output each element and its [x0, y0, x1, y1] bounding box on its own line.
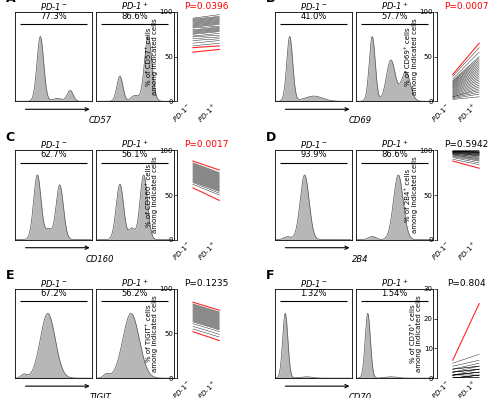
Text: 86.6%: 86.6% [122, 12, 148, 21]
Text: P=0.5942: P=0.5942 [444, 140, 488, 150]
Title: PD-1$^+$: PD-1$^+$ [381, 277, 408, 289]
Title: PD-1$^+$: PD-1$^+$ [381, 0, 408, 12]
Text: 56.2%: 56.2% [122, 289, 148, 298]
Text: 2B4: 2B4 [352, 255, 368, 264]
Text: F: F [266, 269, 274, 282]
Title: PD-1$^-$: PD-1$^-$ [300, 139, 327, 150]
Title: PD-1$^+$: PD-1$^+$ [121, 277, 148, 289]
Y-axis label: % of CD57⁺ cells
among indicated cells: % of CD57⁺ cells among indicated cells [146, 18, 158, 95]
Title: PD-1$^+$: PD-1$^+$ [121, 0, 148, 12]
Text: P=0.1235: P=0.1235 [184, 279, 228, 288]
Y-axis label: % of CD69⁺ cells
among indicated cells: % of CD69⁺ cells among indicated cells [406, 18, 418, 95]
Text: CD57: CD57 [88, 117, 112, 125]
Text: P=0.0396: P=0.0396 [184, 2, 228, 11]
Title: PD-1$^-$: PD-1$^-$ [40, 139, 68, 150]
Text: E: E [6, 269, 14, 282]
Title: PD-1$^-$: PD-1$^-$ [300, 1, 327, 12]
Text: C: C [6, 131, 15, 144]
Title: PD-1$^+$: PD-1$^+$ [381, 139, 408, 150]
Y-axis label: % of CD70⁺ cells
among indicated cells: % of CD70⁺ cells among indicated cells [410, 295, 422, 372]
Text: P=0.0007: P=0.0007 [444, 2, 488, 11]
Text: 77.3%: 77.3% [40, 12, 67, 21]
Text: 67.2%: 67.2% [40, 289, 67, 298]
Text: 1.54%: 1.54% [382, 289, 408, 298]
Text: 86.6%: 86.6% [381, 150, 408, 159]
Text: CD69: CD69 [348, 117, 372, 125]
Title: PD-1$^-$: PD-1$^-$ [300, 278, 327, 289]
Text: TIGIT: TIGIT [90, 393, 111, 398]
Text: B: B [266, 0, 275, 5]
Text: 57.7%: 57.7% [382, 12, 408, 21]
Text: 62.7%: 62.7% [40, 150, 67, 159]
Text: D: D [266, 131, 276, 144]
Title: PD-1$^-$: PD-1$^-$ [40, 1, 68, 12]
Y-axis label: % of CD160⁺ cells
among indicated cells: % of CD160⁺ cells among indicated cells [146, 157, 158, 233]
Text: P=0.804: P=0.804 [446, 279, 486, 288]
Text: 1.32%: 1.32% [300, 289, 327, 298]
Text: A: A [6, 0, 16, 5]
Text: 93.9%: 93.9% [300, 150, 327, 159]
Title: PD-1$^+$: PD-1$^+$ [121, 139, 148, 150]
Text: P=0.0017: P=0.0017 [184, 140, 228, 150]
Text: 56.1%: 56.1% [122, 150, 148, 159]
Text: CD70: CD70 [348, 393, 372, 398]
Text: 41.0%: 41.0% [300, 12, 326, 21]
Text: CD160: CD160 [86, 255, 115, 264]
Y-axis label: % of TIGIT⁺ cells
among indicated cells: % of TIGIT⁺ cells among indicated cells [146, 295, 158, 372]
Title: PD-1$^-$: PD-1$^-$ [40, 278, 68, 289]
Y-axis label: % of 2B4⁺ cells
among indicated cells: % of 2B4⁺ cells among indicated cells [406, 157, 418, 233]
